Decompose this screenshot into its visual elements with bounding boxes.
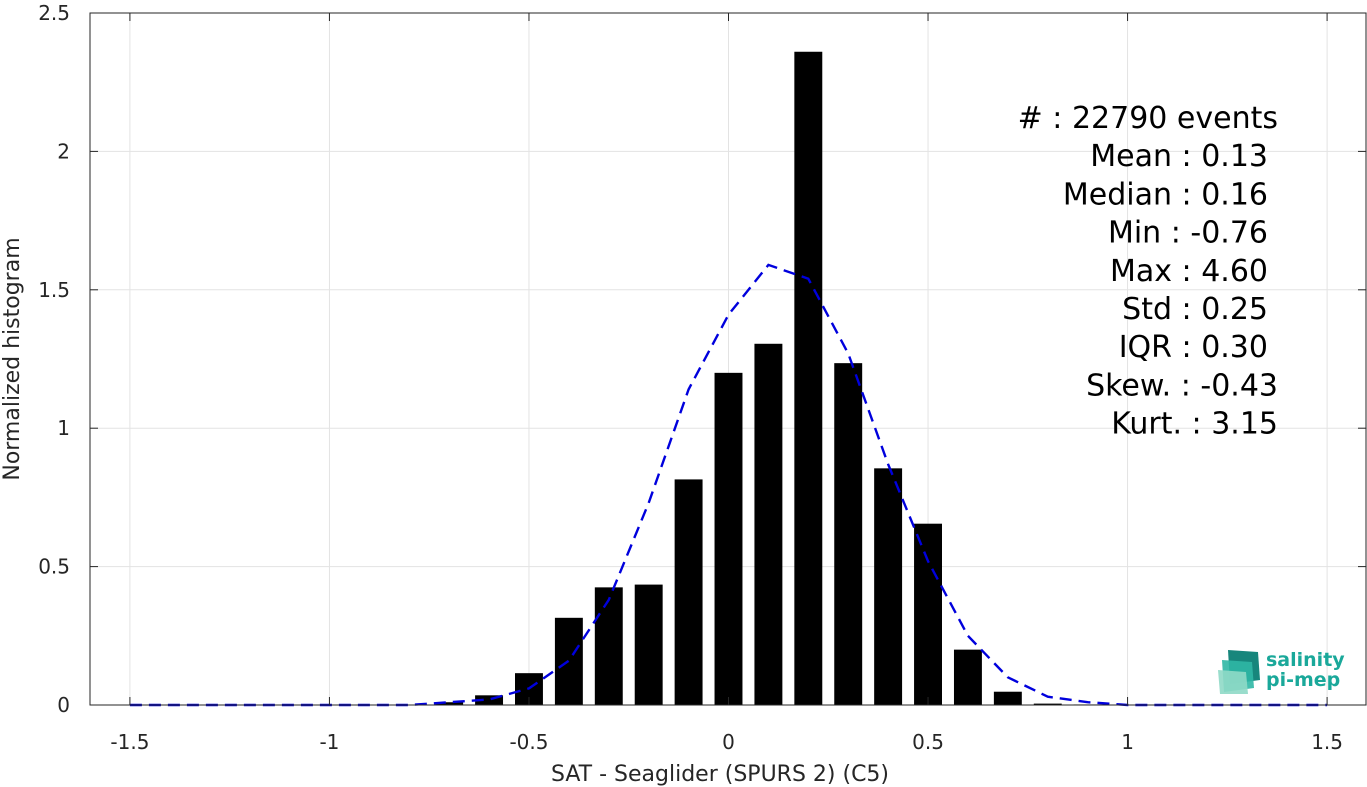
histogram-bar: [1033, 703, 1062, 705]
y-axis-label: Normalized histogram: [0, 237, 25, 480]
x-tick-label: 1.5: [1311, 730, 1343, 754]
histogram-bar: [874, 468, 903, 705]
x-tick-label: 0.5: [912, 730, 944, 754]
stat-line: Min : -0.76: [1108, 216, 1268, 251]
logo-text-pi-mep: pi-mep: [1266, 669, 1340, 691]
histogram-bar: [714, 372, 743, 705]
y-tick-label: 0: [57, 693, 70, 717]
stat-line: Median : 0.16: [1063, 177, 1268, 212]
histogram-bar: [754, 343, 783, 705]
axis-ticks: -1.5 -1 -0.5 0 0.5 1 1.5 0 0.5 1 1.5 2 2.5: [38, 1, 1366, 754]
histogram-bar: [993, 691, 1022, 705]
stat-line: # : 22790 events: [1018, 101, 1278, 136]
histogram-bar: [834, 363, 863, 705]
x-axis-label: SAT - Seaglider (SPURS 2) (C5): [551, 762, 889, 787]
x-tick-label: -1.5: [110, 730, 149, 754]
y-tick-label: 2.5: [38, 1, 70, 25]
salinity-pi-mep-logo: salinity pi-mep: [1218, 649, 1345, 694]
x-tick-label: 1: [1121, 730, 1134, 754]
stat-line: Kurt. : 3.15: [1111, 407, 1278, 442]
histogram-bar: [634, 584, 663, 705]
y-tick-label: 2: [57, 139, 70, 163]
histogram-bar: [435, 702, 464, 705]
y-tick-label: 0.5: [38, 555, 70, 579]
y-tick-label: 1: [57, 416, 70, 440]
histogram-bar: [953, 649, 982, 705]
logo-text-salinity: salinity: [1266, 649, 1345, 671]
stat-line: Skew. : -0.43: [1086, 368, 1278, 403]
stat-line: IQR : 0.30: [1119, 330, 1268, 365]
x-tick-label: -1: [319, 730, 339, 754]
stat-line: Std : 0.25: [1122, 292, 1268, 327]
histogram-bars: [435, 51, 1102, 705]
logo-graphic-front: [1218, 670, 1248, 694]
x-tick-label: -0.5: [509, 730, 548, 754]
histogram-bar: [674, 479, 703, 705]
stat-line: Max : 4.60: [1110, 254, 1268, 289]
x-tick-label: 0: [722, 730, 735, 754]
histogram-bar: [794, 51, 823, 705]
y-tick-label: 1.5: [38, 278, 70, 302]
histogram-bar: [914, 523, 942, 705]
histogram-bar: [594, 587, 623, 705]
histogram-bar: [475, 695, 504, 705]
stat-line: Mean : 0.13: [1090, 139, 1268, 174]
